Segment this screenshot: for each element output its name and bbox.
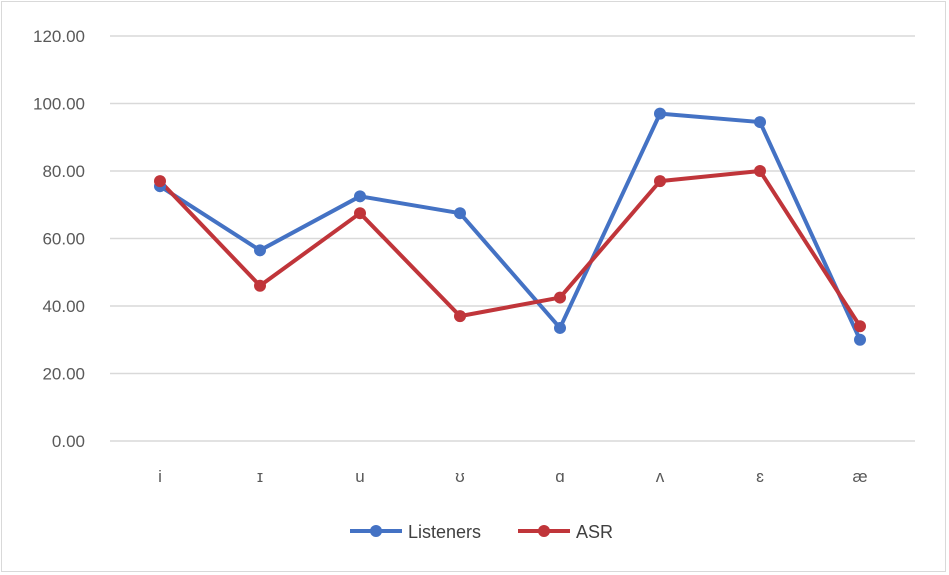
y-tick-label: 120.00 [33,27,85,46]
x-tick-label: ɛ [756,467,764,486]
x-tick-label: ɪ [257,467,263,486]
x-tick-label: ɑ [555,467,564,486]
data-point-listeners [254,244,266,257]
data-point-asr [554,291,566,304]
series-lines [158,111,862,342]
y-tick-label: 0.00 [52,432,85,451]
legend-swatch-marker [538,525,550,537]
data-point-asr [354,207,366,220]
x-tick-label: u [355,467,364,486]
x-tick-label: i [158,467,162,486]
legend-label: ASR [576,522,613,542]
data-point-asr [154,175,166,188]
data-point-listeners [554,321,566,334]
y-axis-tick-labels: 0.00 20.00 40.00 60.00 80.00 100.00 120.00 [33,27,85,451]
y-tick-label: 80.00 [42,162,85,181]
x-tick-label: ʊ [455,467,465,486]
data-point-asr [854,320,866,333]
x-tick-label: æ [852,467,867,486]
y-tick-label: 100.00 [33,95,85,114]
legend-label: Listeners [408,522,481,542]
y-tick-label: 60.00 [42,230,85,249]
legend: Listeners ASR [350,522,613,542]
data-point-asr [654,175,666,188]
data-point-listeners [454,207,466,220]
series-line-listeners [158,111,862,342]
data-point-listeners [354,190,366,203]
y-tick-label: 20.00 [42,365,85,384]
legend-swatch-marker [370,525,382,537]
data-point-asr [254,279,266,292]
data-point-listeners [754,116,766,129]
gridlines [110,35,915,442]
series-line-asr [158,169,862,329]
data-point-listeners [654,107,666,120]
data-point-listeners [854,333,866,346]
data-point-asr [754,165,766,177]
data-point-asr [454,310,466,323]
y-tick-label: 40.00 [42,297,85,316]
series-points [154,107,866,346]
x-tick-label: ʌ [656,467,665,486]
